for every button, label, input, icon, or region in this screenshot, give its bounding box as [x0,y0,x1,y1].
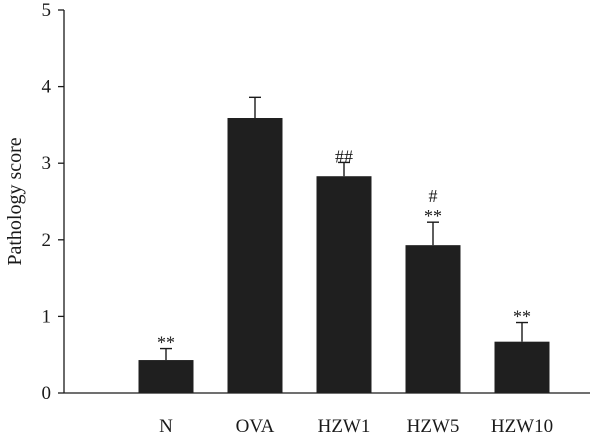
x-axis: N OVA HZW1 HZW5 HZW10 [64,392,590,437]
error-bar [249,96,261,119]
significance-mark: ** [513,307,531,327]
bars [138,96,550,394]
x-tick-label: HZW5 [407,416,460,437]
y-tick-label: 1 [42,306,52,327]
bar [316,176,372,393]
y-tick-label: 2 [42,230,52,251]
y-axis-title: Pathology score [4,137,26,265]
significance-annotations: **##**#** [157,146,531,352]
error-bar [516,321,528,342]
x-tick-label: HZW1 [318,416,371,437]
significance-mark: ** [424,206,442,226]
error-bar [427,221,439,246]
y-tick-label: 4 [42,77,52,98]
bar [227,118,283,394]
x-tick-label: N [159,416,173,437]
y-tick-label: 5 [42,0,52,21]
error-bar [338,161,350,177]
x-tick-label: OVA [236,416,275,437]
significance-mark: # [429,186,438,206]
x-tick-label: HZW10 [491,416,553,437]
y-axis: 0 1 2 3 4 5 [42,0,65,404]
bar [494,341,550,393]
significance-mark: ## [335,146,353,166]
y-tick-label: 0 [42,383,52,404]
bar [138,360,194,393]
y-tick-label: 3 [42,153,52,174]
bar [405,245,461,393]
error-bar [160,347,172,361]
significance-mark: ** [157,333,175,353]
